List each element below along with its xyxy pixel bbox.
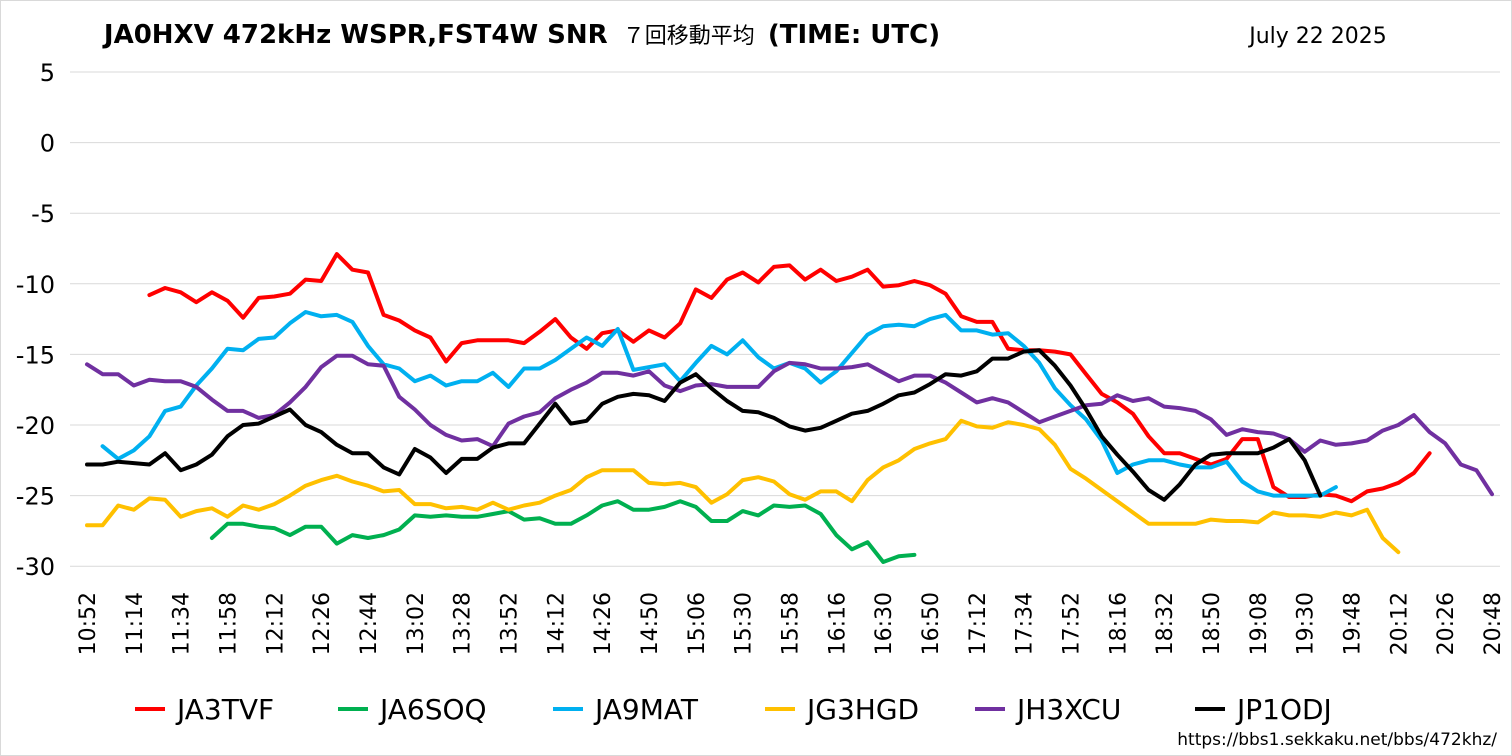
x-tick-label: 12:44 <box>357 592 382 655</box>
legend-label-ja6soq: JA6SOQ <box>378 693 487 726</box>
x-tick-label: 19:08 <box>1247 592 1272 655</box>
y-tick-label: -10 <box>16 271 55 299</box>
legend-label-jg3hgd: JG3HGD <box>805 693 919 726</box>
series-line-ja3tvf <box>147 252 1432 504</box>
x-tick-label: 11:34 <box>170 592 195 655</box>
x-tick-label: 14:26 <box>591 592 616 655</box>
x-tick-label: 20:26 <box>1434 592 1459 655</box>
legend-label-jp1odj: JP1ODJ <box>1235 693 1332 726</box>
x-tick-label: 13:52 <box>498 592 523 655</box>
x-tick-label: 12:12 <box>263 592 288 655</box>
legend: JA3TVF JA6SOQ JA9MAT JG3HGD JH3XCU JP1ODJ <box>135 693 1332 726</box>
x-tick-label: 18:32 <box>1153 592 1178 655</box>
y-axis-ticks: 5 0 -5 -10 -15 -20 -25 -30 <box>16 59 55 581</box>
y-tick-label: -25 <box>16 483 55 511</box>
y-tick-label: -30 <box>16 553 55 581</box>
x-tick-label: 13:28 <box>451 592 476 655</box>
x-tick-label: 18:50 <box>1200 592 1225 655</box>
x-tick-label: 14:12 <box>544 592 569 655</box>
x-tick-label: 17:12 <box>966 592 991 655</box>
y-tick-label: 5 <box>40 59 55 87</box>
legend-label-ja9mat: JA9MAT <box>593 693 699 726</box>
series-line-jg3hgd <box>85 418 1401 555</box>
series-line-jp1odj <box>85 348 1323 502</box>
x-tick-label: 17:34 <box>1013 592 1038 655</box>
x-tick-label: 20:48 <box>1481 592 1506 655</box>
x-tick-label: 18:16 <box>1106 592 1131 655</box>
y-tick-label: -5 <box>31 200 55 228</box>
series-line-ja6soq <box>209 499 917 564</box>
x-tick-label: 19:48 <box>1341 592 1366 655</box>
x-tick-label: 16:30 <box>872 592 897 655</box>
x-tick-label: 17:52 <box>1060 592 1085 655</box>
y-tick-label: 0 <box>40 130 55 158</box>
x-tick-label: 15:58 <box>779 592 804 655</box>
x-tick-label: 10:52 <box>76 592 101 655</box>
x-tick-label: 11:58 <box>217 592 242 655</box>
series-line-jh3xcu <box>85 353 1494 497</box>
x-tick-label: 16:50 <box>919 592 944 655</box>
chart-date: July 22 2025 <box>1247 24 1387 49</box>
x-tick-label: 15:30 <box>732 592 757 655</box>
footer-url: https://bbs1.sekkaku.net/bbs/472khz/ <box>1177 730 1497 750</box>
x-tick-label: 15:06 <box>685 592 710 655</box>
chart-title-sub: ７回移動平均 <box>623 24 755 49</box>
chart-title: JA0HXV 472kHz WSPR,FST4W SNR ７回移動平均 (TIM… <box>102 20 940 50</box>
x-tick-label: 14:50 <box>638 592 663 655</box>
series-lines <box>85 252 1494 564</box>
x-tick-label: 16:16 <box>825 592 850 655</box>
chart-title-main: JA0HXV 472kHz WSPR,FST4W SNR <box>102 20 608 50</box>
y-tick-label: -15 <box>16 341 55 369</box>
legend-label-ja3tvf: JA3TVF <box>175 693 274 726</box>
x-tick-label: 13:02 <box>404 592 429 655</box>
x-tick-label: 12:26 <box>310 592 335 655</box>
chart-title-time: (TIME: UTC) <box>768 20 940 50</box>
legend-label-jh3xcu: JH3XCU <box>1015 693 1121 726</box>
x-tick-label: 19:30 <box>1294 592 1319 655</box>
x-axis-ticks: 10:52 11:14 11:34 11:58 12:12 12:26 12:44 13:02… <box>76 592 1506 655</box>
x-tick-label: 11:14 <box>123 592 148 655</box>
y-tick-label: -20 <box>16 412 55 440</box>
x-tick-label: 20:12 <box>1387 592 1412 655</box>
